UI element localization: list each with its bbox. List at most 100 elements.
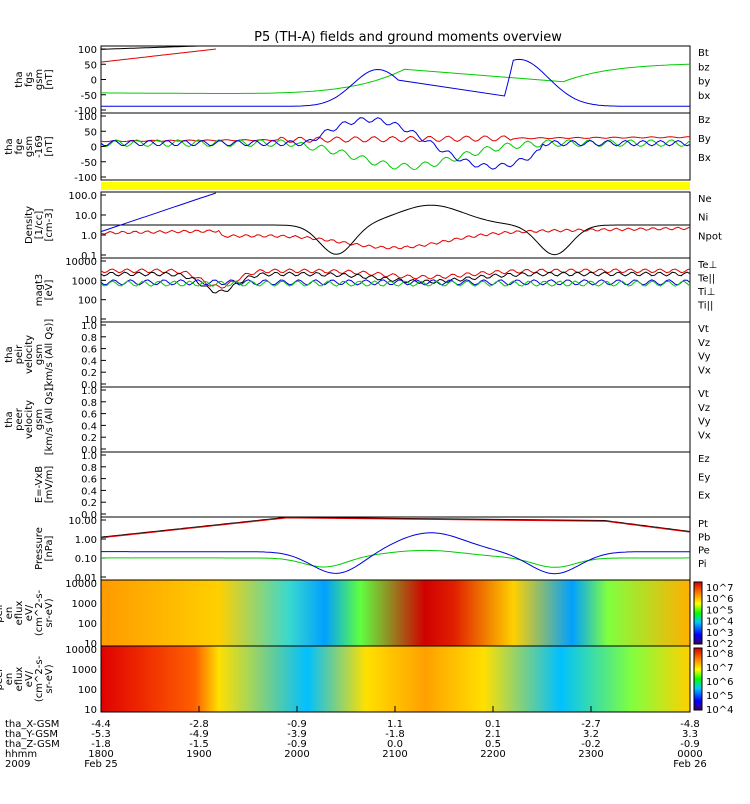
panel-9-ylabel: sr-eV) [44, 664, 55, 693]
panel-5-legend-entry: Vt [698, 389, 709, 400]
colorbar-tick: 10^5 [706, 691, 733, 702]
trace-Tepar [100, 271, 691, 294]
ephemeris-value: -0.9 [680, 739, 700, 750]
panel-0-ylabel: gsm [34, 69, 45, 90]
panel-3-legend-entry: Ti⊥ [697, 287, 715, 298]
panel-4-ytick: 0.6 [81, 345, 97, 356]
panel-7-ytick: 10.00 [68, 516, 97, 527]
panel-0-legend-entry: bz [698, 62, 710, 73]
panel-1: tha fge gsm -169 [nT] 100 50 0 -50 -100 Bz By Bx [4, 112, 711, 190]
ephemeris-value: 1800 [88, 749, 113, 760]
trace-Ne [100, 226, 691, 250]
panel-7-ytick: 1.00 [75, 535, 97, 546]
panel-7-legend-entry: Pi [698, 559, 707, 570]
panel-3-ytick: 10 [84, 315, 97, 326]
panel-1-ytick: 0 [91, 143, 97, 154]
panel-0-ytick: 100 [78, 45, 97, 56]
panel-9-ylabel: eV/ [24, 670, 35, 687]
panel-3-legend-entry: Ti|| [697, 301, 713, 312]
panel-4-ytick: 1.0 [81, 321, 97, 332]
panel-9-ylabel: en [4, 673, 15, 686]
panel-9-ylabel: eflux [14, 667, 25, 692]
panel-3-ytick: 100 [78, 296, 97, 307]
trace-Tipar [100, 280, 691, 287]
panel-9-ylabel: peer [0, 667, 5, 691]
panel-7-legend-entry: Pb [698, 532, 710, 543]
panel-7-ylabel: Pressure [34, 527, 45, 570]
trace-Pe [101, 549, 690, 568]
panel-4-ytick: 0.4 [81, 356, 97, 367]
panel-0-legend-entry: Bt [698, 48, 709, 59]
panel-8-ytick: 100 [78, 619, 97, 630]
panel-1-legend-entry: Bx [698, 153, 711, 164]
panel-0-ytick: -50 [81, 91, 97, 102]
colorbar [693, 647, 703, 711]
ephemeris-label: tha_X-GSM [5, 719, 59, 730]
panel-0-frame [100, 45, 691, 114]
panel-7-ylabel: [nPa] [44, 535, 55, 561]
panel-8: thapeirenefluxeV/(cm^2-s-sr-eV)100001000… [0, 579, 733, 650]
ephemeris-value: 3.3 [682, 729, 698, 740]
panel-4: tha peir velocity gsm [km/s (All Qs)] 1.00.80… [4, 319, 711, 391]
ephemeris-value: -0.9 [287, 719, 307, 730]
panel-2-ytick: 1.0 [81, 231, 97, 242]
panel-4-frame [100, 321, 691, 388]
panel-1-ytick: 100 [78, 112, 97, 123]
panel-4-legend-entry: Vt [698, 324, 709, 335]
ephemeris-value: -2.8 [189, 719, 209, 730]
panel-7-frame [100, 516, 691, 581]
panel-6-legend-entry: Ex [698, 491, 710, 502]
panel-7-ytick: 0.10 [75, 554, 97, 565]
panel-5-ytick: 0.8 [81, 398, 97, 409]
ephemeris-value: 0.1 [485, 719, 501, 730]
panel-0-ylabel: [nT] [44, 69, 55, 89]
ephemeris-value: 2100 [382, 749, 407, 760]
panel-7-ytick: 0.01 [75, 573, 97, 584]
panel-8-ylabel: en [4, 607, 15, 620]
panel-5-ylabel: gsm [34, 409, 45, 430]
ephemeris-value: -2.7 [581, 719, 601, 730]
panel-5-ytick: 0.4 [81, 421, 97, 432]
panel-6-ylabel: [mV/m] [44, 466, 55, 504]
ephemeris-value: -1.8 [91, 739, 111, 750]
panel-8-ytick: 10000 [65, 579, 97, 590]
panel-4-ylabel: tha [4, 346, 15, 362]
ephemeris-value: -0.2 [581, 739, 601, 750]
panel-4-ylabel: [km/s (All Qs)] [44, 319, 55, 391]
panel-3-legend-entry: Te|| [697, 274, 715, 285]
panel-1-ytick: -100 [74, 173, 97, 184]
panel-7-legend-entry: Pt [698, 519, 708, 530]
ephemeris-value: 0.5 [485, 739, 501, 750]
panel-0: tha fgs gsm [nT] 100 50 0 -50 -100 Bt bz by bx [14, 45, 710, 117]
panel-5-frame [100, 386, 691, 453]
ephemeris-value: 2.1 [485, 729, 501, 740]
ephemeris-label: hhmm [5, 749, 37, 760]
panel-2-legend-entry: Ne [698, 194, 712, 205]
trace-Npot [100, 192, 217, 233]
ephemeris-label: tha_Y-GSM [5, 729, 58, 740]
panel-0-ylabel: tha [14, 71, 25, 87]
panel-3-ylabel: [eV] [44, 280, 55, 301]
ephemeris-value: 2000 [284, 749, 309, 760]
ephemeris-value: -4.8 [680, 719, 700, 730]
panel-9-ytick: 100 [78, 685, 97, 696]
panel-1-ylabel: gsm [24, 136, 35, 157]
trace-Bz [100, 135, 690, 143]
panel-4-ytick: 0.0 [81, 380, 97, 391]
ephemeris-value: -0.9 [287, 739, 307, 750]
panel-5-ylabel: [km/s (All Qs)] [44, 384, 55, 456]
panel-9-ytick: 10000 [65, 645, 97, 656]
panel-4-ylabel: gsm [34, 344, 45, 365]
panel-3-ylabel: magt3 [34, 274, 45, 307]
panel-6-ytick: 0.2 [81, 498, 97, 509]
figure-title: P5 (TH-A) fields and ground moments over… [254, 30, 562, 45]
panel-5-ylabel: velocity [24, 400, 35, 439]
ephemeris-value: 1.1 [387, 719, 403, 730]
panel-2-ytick: 100.0 [68, 191, 97, 202]
panel-5-legend-entry: Vz [698, 403, 710, 414]
panel-4-legend-entry: Vy [698, 352, 711, 363]
colorbar-tick: 10^8 [706, 649, 733, 660]
panel-1-frame [100, 112, 691, 181]
panel-8-ylabel: peir [0, 602, 5, 622]
